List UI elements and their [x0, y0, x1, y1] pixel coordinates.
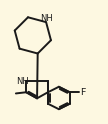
Text: F: F [80, 88, 85, 97]
Text: NH: NH [16, 77, 29, 86]
Text: NH: NH [40, 14, 53, 23]
